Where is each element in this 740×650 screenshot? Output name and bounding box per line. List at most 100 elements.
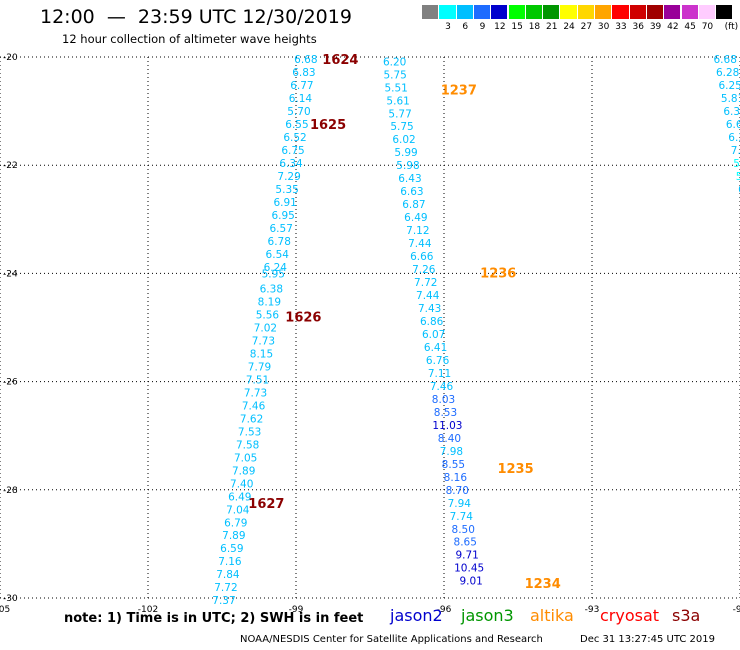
wave-height-point: 8.40	[438, 433, 461, 445]
pass-time-label: 1626	[285, 311, 321, 326]
wave-height-point: 6.95	[271, 210, 294, 222]
wave-height-point: 7.73	[244, 387, 267, 399]
wave-height-point: 7.04	[226, 504, 250, 516]
plot-subtitle: 12 hour collection of altimeter wave hei…	[62, 32, 317, 46]
satellite-name-cryosat: cryosat	[600, 606, 660, 625]
wave-height-point: 6.38	[260, 284, 283, 296]
wave-height-point: 7.79	[248, 361, 271, 373]
wave-height-point: 6.79	[224, 517, 247, 529]
scale-swatch	[560, 5, 578, 19]
wave-height-point: 6.39	[723, 106, 740, 118]
wave-height-point: 9.71	[455, 550, 478, 562]
wave-height-point: 6.87	[402, 199, 425, 211]
wave-height-point: 6.38	[728, 132, 740, 144]
wave-height-point: 5.95	[262, 268, 285, 280]
wave-height-point: 7.98	[440, 446, 463, 458]
wave-height-point: 6.24	[264, 262, 288, 274]
wave-height-point: 7.11	[428, 368, 451, 380]
scale-swatch	[716, 5, 734, 19]
wave-height-point: 6.28	[716, 67, 739, 79]
wave-height-point: 7.72	[214, 582, 237, 594]
wave-height-point: 7.12	[406, 225, 429, 237]
wave-height-point: 10.45	[454, 563, 484, 575]
wave-height-point: 6.57	[270, 223, 293, 235]
wave-height-point: 6.78	[268, 236, 291, 248]
scale-swatch	[473, 5, 492, 19]
scale-label: 21	[546, 22, 558, 32]
scale-swatch	[664, 5, 682, 19]
wave-height-point: 6.59	[220, 543, 243, 555]
wave-height-point: 6.55	[285, 119, 308, 131]
wave-height-point: 6.77	[290, 80, 313, 92]
wave-height-point: 9.01	[459, 576, 482, 588]
wave-height-point: 8.50	[452, 524, 475, 536]
scale-label: 15	[511, 22, 523, 32]
satellite-name-jason2: jason2	[390, 606, 443, 625]
wave-height-point: 6.68	[714, 54, 737, 66]
scale-label: 45	[684, 22, 696, 32]
scale-label: 6	[462, 22, 469, 32]
wave-height-point: 7.53	[238, 426, 261, 438]
wave-height-point: 7.29	[277, 171, 300, 183]
wave-height-point: 7.58	[236, 439, 259, 451]
y-tick-label: -24	[3, 269, 18, 279]
wave-height-point: 6.25	[718, 80, 740, 92]
y-tick-label: -28	[3, 486, 18, 496]
x-tick-label: -99	[289, 605, 304, 615]
scale-swatch	[577, 5, 595, 19]
wave-height-point: 6.49	[228, 491, 251, 503]
wave-height-point: 7.89	[232, 465, 255, 477]
wave-height-point: 7.00	[731, 145, 740, 157]
scale-swatch	[491, 5, 509, 19]
wave-height-point: 5.75	[390, 121, 413, 133]
wave-height-point: 6.41	[424, 342, 447, 354]
scale-label: 24	[563, 22, 575, 32]
wave-height-point: 8.70	[446, 485, 469, 497]
wave-height-point: 6.86	[420, 316, 444, 328]
scale-label: 27	[580, 22, 593, 32]
scale-swatch	[681, 5, 699, 19]
wave-height-point: 6.75	[281, 145, 304, 157]
wave-height-point: 8.55	[442, 459, 465, 471]
wave-height-point: 6.68	[294, 54, 317, 66]
wave-height-point: 7.16	[218, 556, 242, 568]
wave-height-point: 6.20	[383, 56, 406, 68]
wave-height-point: 7.46	[242, 400, 266, 412]
wave-height-point: 5.35	[275, 184, 298, 196]
wave-height-point: 6.54	[266, 249, 290, 261]
pass-time-label: 1627	[248, 497, 284, 512]
wave-height-point: 8.03	[432, 394, 455, 406]
scale-label: 18	[528, 22, 541, 32]
wave-height-point: 6.02	[392, 134, 415, 146]
scale-label: 9	[479, 22, 486, 32]
wave-height-point: 5.51	[384, 82, 407, 94]
wave-height-point: 5.75	[383, 69, 406, 81]
satellite-name-altika: altika	[530, 606, 574, 625]
wave-height-point: 6.07	[422, 329, 445, 341]
satellite-name-s3a: s3a	[672, 606, 701, 625]
wave-height-point: 7.46	[430, 381, 454, 393]
satellite-name-jason3: jason3	[461, 606, 514, 625]
wave-height-point: 5.56	[256, 310, 280, 322]
wave-height-point: 6.63	[400, 186, 423, 198]
y-tick-label: -30	[3, 594, 18, 604]
scale-swatch	[456, 5, 474, 19]
timestamp-text: Dec 31 13:27:45 UTC 2019	[580, 634, 715, 645]
wave-height-point: 6.49	[404, 212, 427, 224]
x-tick-label: -102	[138, 605, 158, 615]
scale-swatch	[422, 5, 440, 19]
wave-height-point: 6.76	[426, 355, 450, 367]
plot-title: 12:00 — 23:59 UTC 12/30/2019	[40, 6, 352, 28]
scale-swatch	[629, 5, 647, 19]
wave-height-point: 11.03	[432, 420, 462, 432]
scale-swatch	[595, 5, 613, 19]
y-tick-label: -20	[3, 53, 18, 63]
wave-height-point: 7.74	[450, 511, 474, 523]
x-tick-label: -96	[437, 605, 452, 615]
wave-height-point: 7.43	[418, 303, 441, 315]
credit-text: NOAA/NESDIS Center for Satellite Applica…	[240, 634, 543, 645]
wave-height-point: 8.15	[250, 348, 273, 360]
scale-label: 3	[445, 22, 451, 32]
